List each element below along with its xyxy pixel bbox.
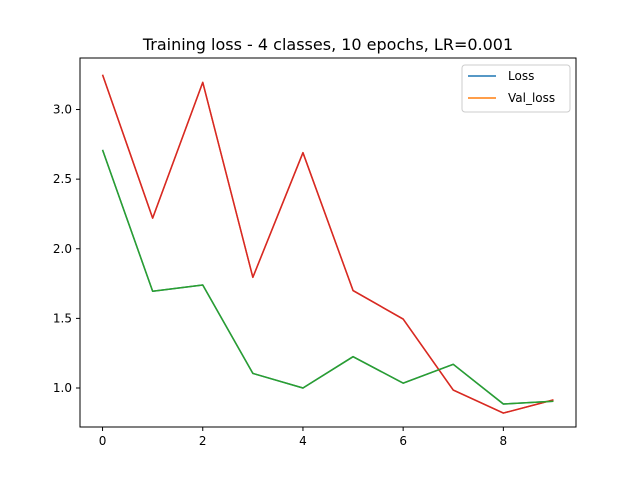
x-tick-label: 2: [199, 434, 207, 448]
x-tick-label: 8: [500, 434, 508, 448]
axes-frame: [79, 57, 577, 428]
legend: Loss Val_loss: [461, 64, 571, 113]
series-line-loss: [101, 149, 554, 405]
x-tick-label: 6: [399, 434, 407, 448]
y-tick-label: 1.0: [53, 381, 72, 395]
y-tick-label: 3.0: [53, 103, 72, 117]
legend-label: Val_loss: [508, 91, 555, 105]
series-line-val-loss: [101, 74, 554, 414]
x-tick-label: 4: [299, 434, 307, 448]
x-tick-label: 0: [99, 434, 107, 448]
y-tick-label: 2.5: [53, 172, 72, 186]
series-line-unlabeled-3: [101, 149, 554, 405]
y-axis: 1.0 1.5 2.0 2.5 3.0: [53, 103, 80, 395]
x-axis: 0 2 4 6 8: [99, 427, 507, 448]
legend-label: Loss: [508, 69, 534, 83]
y-tick-label: 2.0: [53, 242, 72, 256]
chart-title: Training loss - 4 classes, 10 epochs, LR…: [142, 35, 513, 54]
series-line-unlabeled-2: [101, 74, 554, 414]
series-lines: [101, 74, 554, 414]
y-tick-label: 1.5: [53, 311, 72, 325]
